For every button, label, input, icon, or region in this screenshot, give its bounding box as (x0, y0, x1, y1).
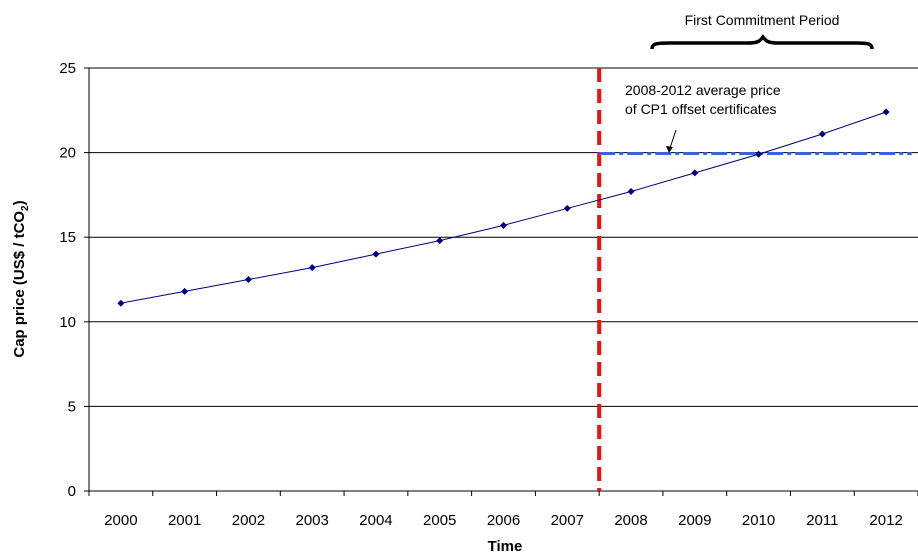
y-tick-label: 25 (59, 60, 76, 77)
average-price-annotation-line2: of CP1 offset certificates (625, 101, 776, 117)
y-tick-label: 10 (59, 314, 76, 331)
x-tick-label: 2012 (869, 512, 902, 529)
y-axis-title-main: Cap price (US$ / tCO (11, 211, 28, 358)
average-price-annotation-line1: 2008-2012 average price (625, 82, 781, 98)
series-points (117, 108, 890, 307)
data-point (882, 108, 890, 116)
x-tick-label: 2010 (742, 512, 775, 529)
annotation-arrow-head (666, 146, 673, 153)
data-point (181, 287, 189, 295)
x-tick-label: 2005 (423, 512, 456, 529)
data-point (372, 250, 380, 258)
commitment-period-label: First Commitment Period (685, 12, 840, 28)
x-tick-label: 2002 (232, 512, 265, 529)
annotation-arrow (669, 129, 677, 149)
x-tick-label: 2008 (614, 512, 647, 529)
data-point (818, 130, 826, 138)
x-tick-label: 2011 (806, 512, 838, 529)
y-tick-label: 5 (68, 398, 76, 415)
data-point (117, 299, 125, 307)
data-point (627, 188, 635, 196)
data-point (563, 204, 571, 212)
x-ticks: 2000 2001 2002 2003 2004 2005 2006 2007 2008 2009… (88, 491, 918, 529)
x-tick-label: 2004 (359, 512, 392, 529)
x-tick-label: 2003 (296, 512, 329, 529)
y-tick-label: 15 (59, 229, 76, 246)
y-axis-title: Cap price (US$ / tCO2) (11, 200, 31, 357)
y-axis-title-end: ) (11, 200, 28, 205)
commitment-period-brace (650, 34, 874, 50)
data-point (500, 221, 507, 229)
x-tick-label: 2006 (487, 512, 520, 529)
y-axis-title-subscript: 2 (20, 205, 31, 211)
data-point (244, 276, 252, 283)
data-point (436, 237, 444, 245)
x-axis-title: Time (488, 538, 523, 554)
x-tick-label: 2009 (678, 512, 711, 529)
gridlines (89, 67, 918, 407)
x-tick-label: 2001 (168, 512, 201, 529)
data-point (691, 169, 699, 177)
data-point (755, 150, 763, 158)
x-tick-label: 2000 (104, 512, 137, 529)
x-tick-label: 2007 (551, 512, 584, 529)
y-tick-label: 20 (59, 145, 76, 162)
y-ticks: 0 5 10 15 20 25 (59, 60, 89, 500)
y-tick-label: 0 (68, 483, 76, 500)
data-point (308, 264, 316, 272)
series-line (120, 111, 887, 304)
